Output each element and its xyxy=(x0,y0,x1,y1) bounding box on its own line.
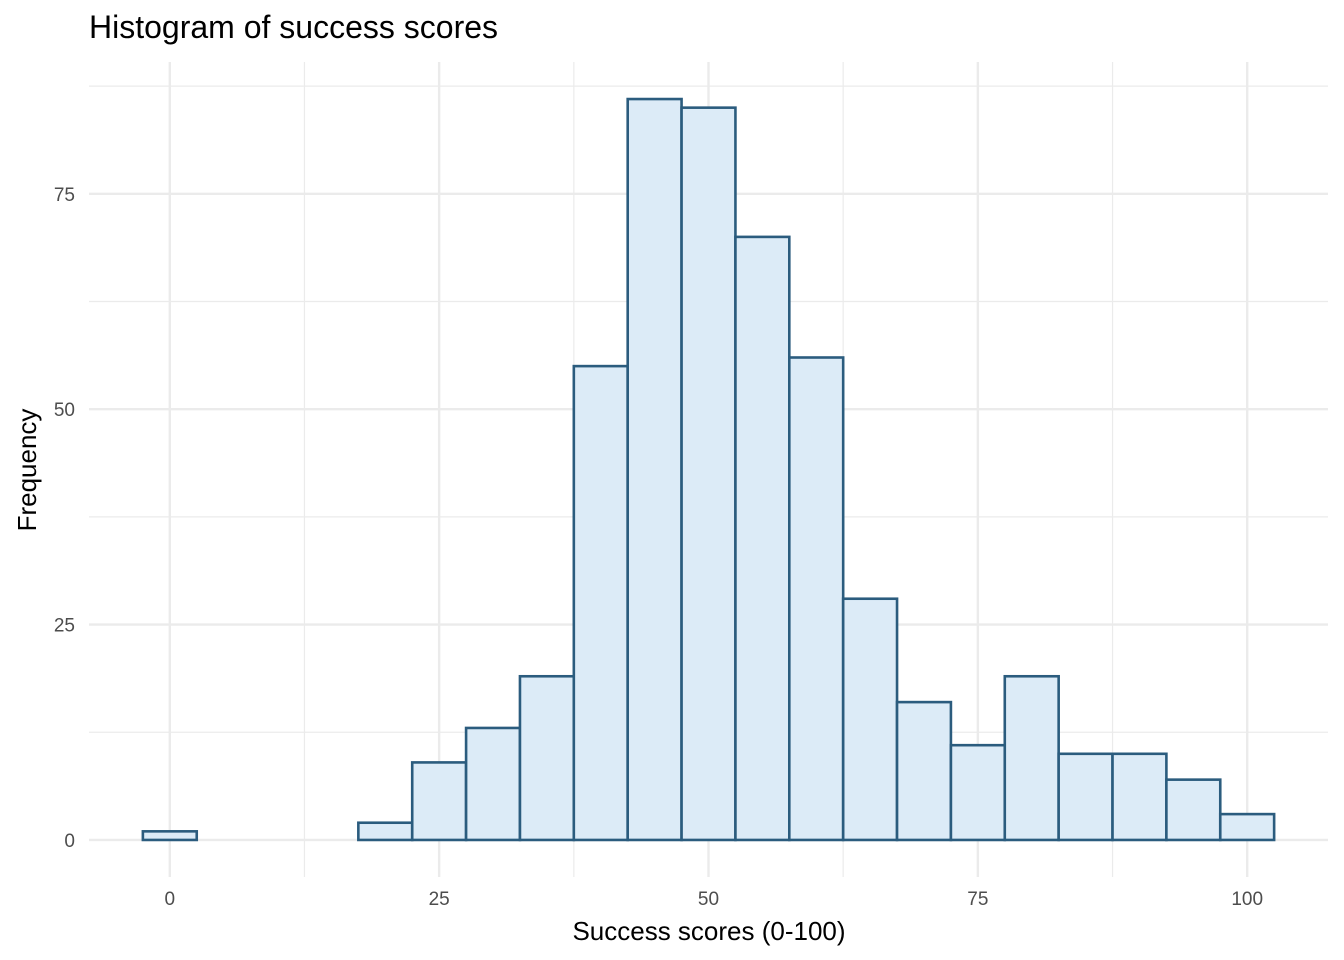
x-tick-label: 50 xyxy=(698,889,719,910)
histogram-bar xyxy=(572,364,629,842)
histogram-bar xyxy=(464,726,522,842)
y-tick-label: 50 xyxy=(54,400,75,421)
y-tick-label: 0 xyxy=(64,831,75,852)
histogram-bar xyxy=(1165,778,1222,842)
histogram-bar xyxy=(949,743,1007,842)
x-axis-ticks: 0 25 50 75 100 xyxy=(165,889,1264,910)
x-axis-title: Success scores (0-100) xyxy=(572,916,845,946)
histogram-bar xyxy=(141,830,199,842)
x-tick-label: 100 xyxy=(1231,889,1263,910)
histogram-bar xyxy=(1218,812,1276,842)
histogram-bar xyxy=(1057,752,1114,842)
chart-title: Histogram of success scores xyxy=(89,9,498,45)
y-tick-label: 75 xyxy=(54,185,75,206)
x-tick-label: 0 xyxy=(165,889,176,910)
histogram-bar xyxy=(734,235,791,842)
histogram-bar xyxy=(626,97,683,842)
histogram-bar xyxy=(410,761,468,842)
histogram-bar xyxy=(1111,752,1168,842)
histogram-bar xyxy=(680,106,737,842)
y-tick-label: 25 xyxy=(54,616,75,637)
histogram-bar xyxy=(518,674,576,842)
x-tick-label: 25 xyxy=(429,889,450,910)
histogram-bar xyxy=(357,821,414,842)
histogram-bars xyxy=(141,97,1276,842)
y-axis-ticks: 0 25 50 75 xyxy=(54,185,75,852)
histogram-bar xyxy=(1003,674,1060,842)
y-axis-title: Frequency xyxy=(12,409,42,532)
histogram-bar xyxy=(788,356,845,842)
x-tick-label: 75 xyxy=(967,889,988,910)
histogram-bar xyxy=(895,700,953,842)
histogram-bar xyxy=(841,597,899,842)
